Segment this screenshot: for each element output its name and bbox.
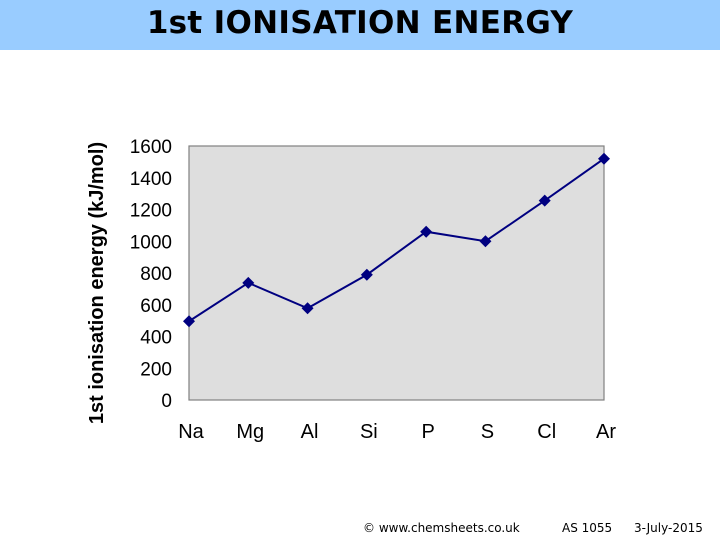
footer: © www.chemsheets.co.uk AS 1055 3-July-20… xyxy=(0,521,720,539)
data-point-marker xyxy=(360,268,373,281)
copyright-text: © www.chemsheets.co.uk xyxy=(363,521,520,535)
data-point-marker xyxy=(538,194,551,207)
x-tick-label: Na xyxy=(178,421,204,443)
x-tick-label: Cl xyxy=(537,421,556,443)
y-axis-label: 1st ionisation energy (kJ/mol) xyxy=(86,142,108,424)
data-point-marker xyxy=(598,152,610,165)
title-bar xyxy=(0,0,720,50)
y-tick-label: 1200 xyxy=(130,201,172,222)
data-point-marker xyxy=(301,302,314,315)
y-tick-label: 1000 xyxy=(130,232,172,253)
x-tick-label: Ar xyxy=(596,421,616,443)
y-tick-label: 1600 xyxy=(130,137,172,158)
page-title: 1st IONISATION ENERGY xyxy=(146,5,574,41)
x-tick-label: Si xyxy=(360,421,378,443)
x-tick-label: Al xyxy=(301,421,319,443)
y-tick-label: 600 xyxy=(140,296,172,317)
x-tick-label: P xyxy=(421,421,434,443)
data-point-marker xyxy=(242,276,255,289)
y-tick-label: 800 xyxy=(140,264,172,285)
data-point-marker xyxy=(183,315,195,328)
footer-date: 3-July-2015 xyxy=(634,521,703,535)
x-tick-label: S xyxy=(481,421,494,443)
series-line xyxy=(188,157,605,323)
data-point-marker xyxy=(420,225,433,238)
y-tick-label: 1400 xyxy=(130,169,172,190)
slide-code: AS 1055 xyxy=(562,521,613,535)
y-tick-label: 0 xyxy=(161,391,172,412)
data-point-marker xyxy=(479,235,492,248)
plot-area xyxy=(188,145,605,401)
y-tick-label: 400 xyxy=(140,328,172,349)
x-tick-label: Mg xyxy=(236,421,264,443)
y-tick-label: 200 xyxy=(140,359,172,380)
